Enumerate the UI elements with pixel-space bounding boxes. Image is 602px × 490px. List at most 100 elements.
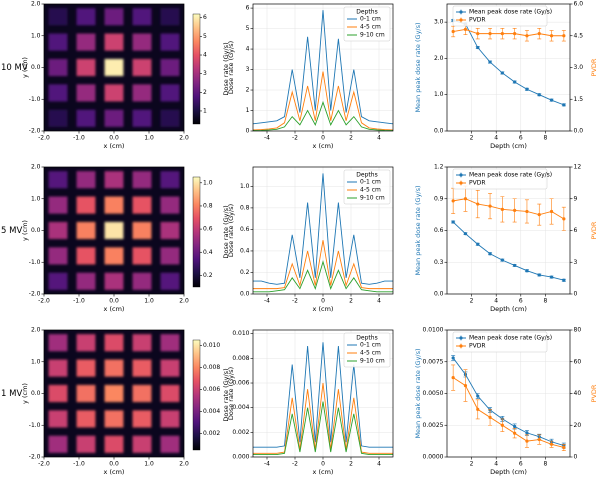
y-tick-label: 0.0 (434, 128, 444, 135)
dose-spot (48, 196, 68, 214)
y-tick-label: 0.3 (434, 259, 444, 266)
y-tick-label: 1.0 (240, 183, 250, 190)
dose-spot (132, 410, 152, 428)
y2-tick-label: 0 (574, 291, 578, 298)
colorbar (192, 13, 201, 125)
trend-line (452, 221, 564, 281)
legend-box (452, 331, 548, 353)
dose-spot (104, 334, 124, 352)
data-point (537, 273, 541, 277)
axes-frame (446, 329, 571, 458)
dose-spot (76, 33, 96, 51)
legend-box (452, 5, 548, 27)
data-point (549, 275, 554, 279)
profile-line (253, 260, 393, 293)
x-tick-label: 2 (470, 298, 474, 305)
x-tick-label: 4 (377, 461, 381, 468)
y-tick-label: 0.0 (31, 390, 41, 397)
axes-frame (43, 329, 185, 458)
x-tick-label: -2.0 (38, 135, 50, 142)
profile-line (252, 100, 394, 132)
data-point (488, 32, 492, 36)
profile-line (252, 71, 394, 131)
legend-label: Mean peak dose rate (Gy/s) (469, 9, 552, 16)
x-tick-label: 8 (543, 461, 547, 468)
data-point (476, 242, 480, 246)
dose-spot (160, 272, 180, 290)
y-tick-label: -1.0 (29, 96, 41, 103)
x-tick-label: -1.0 (73, 461, 85, 468)
x-tick-label: -2 (292, 135, 298, 142)
dose-spot (76, 171, 96, 189)
dose-spot (104, 410, 124, 428)
axes-frame (252, 166, 394, 295)
dose-spot (132, 384, 152, 403)
dose-spot (76, 435, 96, 453)
data-point (525, 87, 529, 91)
y-tick-label: 0.0 (240, 291, 250, 298)
data-point (451, 199, 455, 203)
y-tick-label: 0.006 (232, 380, 249, 387)
x-tick-label: -2.0 (38, 298, 50, 305)
dose-spot (48, 410, 68, 428)
dose-spot (104, 384, 124, 403)
y-tick-label: 0.0000 (423, 454, 444, 461)
dose-spot (104, 109, 124, 127)
data-point (525, 209, 529, 214)
dose-spot (132, 359, 152, 377)
data-point (562, 34, 566, 38)
dose-spot (132, 8, 152, 26)
dose-spot (104, 247, 124, 265)
legend-label: 4-5 cm (360, 350, 381, 357)
y2-tick-label: 4.5 (574, 32, 584, 39)
dose-spot (160, 410, 180, 428)
legend-label: Mean peak dose rate (Gy/s) (469, 172, 552, 179)
dose-spot (48, 109, 68, 127)
data-point (463, 232, 468, 236)
legend-marker (459, 18, 463, 22)
data-point (549, 209, 554, 214)
colorbar (192, 339, 201, 451)
data-point (451, 376, 455, 380)
dose-spot (160, 58, 180, 77)
colorbar-tick-label: 1 (203, 107, 207, 114)
y-tick-label: -2.0 (29, 128, 41, 135)
y-tick-label: 0.0075 (423, 358, 444, 365)
dose-spot (132, 171, 152, 189)
profile-line (253, 382, 393, 454)
data-point (513, 208, 517, 212)
data-point (562, 103, 566, 107)
dose-spot (76, 8, 96, 26)
x-tick-label: 0.0 (109, 135, 119, 142)
y-axis-label: Dose rate (Gy/s) (227, 204, 235, 257)
y-tick-label: 0.0100 (423, 327, 444, 334)
colorbar-tick-label: 0.2 (203, 272, 213, 279)
data-point (525, 439, 529, 443)
y2-tick-label: 9 (574, 195, 578, 202)
dose-spot (160, 384, 180, 403)
dose-spot (76, 84, 96, 102)
dose-spot (160, 171, 180, 189)
data-point (513, 263, 517, 268)
data-point (549, 98, 554, 102)
data-point (500, 258, 504, 262)
dose-spot (76, 247, 96, 265)
dose-spot (160, 109, 180, 127)
data-point (537, 32, 541, 36)
dose-spot (76, 359, 96, 377)
data-point (562, 217, 566, 221)
dose-spot (132, 435, 152, 453)
dose-spot (160, 247, 180, 265)
data-point (549, 442, 554, 446)
x-tick-label: -4 (264, 298, 270, 305)
axes-frame (43, 3, 185, 132)
x-tick-label: 2 (470, 135, 474, 142)
dose-spot (104, 84, 124, 102)
y-tick-label: 0.0 (31, 64, 41, 71)
legend-label: 0-1 cm (360, 16, 381, 23)
colorbar-tick-label: 0.6 (203, 226, 213, 233)
colorbar (192, 176, 201, 288)
y-tick-label: 0.004 (232, 404, 249, 411)
data-point (562, 445, 566, 450)
dose-spot (132, 196, 152, 214)
